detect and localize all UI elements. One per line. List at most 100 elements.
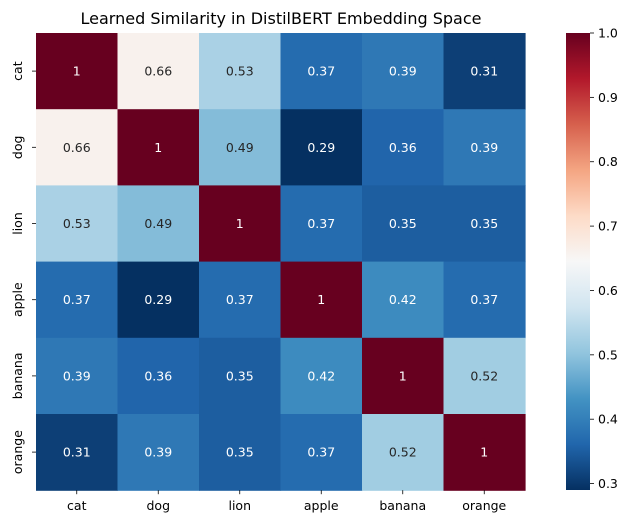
cell-orange-dog bbox=[117, 414, 200, 491]
x-tick-label: lion bbox=[228, 498, 251, 513]
annotation-cat-cat: 1 bbox=[73, 64, 81, 79]
colorbar-tick-label: 0.9 bbox=[598, 90, 618, 105]
x-tick-label: banana bbox=[379, 498, 426, 513]
cell-orange-banana bbox=[362, 414, 445, 491]
y-tick-label: cat bbox=[10, 61, 25, 81]
cell-orange-apple bbox=[280, 414, 363, 491]
annotation-dog-apple: 0.29 bbox=[307, 140, 335, 155]
x-tick-label: apple bbox=[304, 498, 339, 513]
annotation-apple-apple: 1 bbox=[317, 292, 325, 307]
colorbar: 0.3 0.4 0.5 0.6 0.7 0.8 0.9 1.0 bbox=[566, 26, 618, 491]
colorbar-tick-label: 0.7 bbox=[598, 219, 618, 234]
cell-lion-banana bbox=[362, 185, 445, 263]
colorbar-tick-label: 0.5 bbox=[598, 347, 618, 362]
cell-cat-banana bbox=[362, 33, 445, 110]
chart-title: Learned Similarity in DistilBERT Embeddi… bbox=[81, 9, 482, 28]
annotation-apple-dog: 0.29 bbox=[144, 292, 172, 307]
cell-orange-orange bbox=[443, 414, 526, 491]
cell-apple-apple bbox=[280, 261, 363, 339]
annotation-apple-banana: 0.42 bbox=[389, 292, 417, 307]
annotation-banana-apple: 0.42 bbox=[307, 368, 335, 383]
cell-dog-orange bbox=[443, 109, 526, 186]
colorbar-tick-label: 0.3 bbox=[598, 476, 618, 491]
cell-cat-orange bbox=[443, 33, 526, 110]
cell-apple-cat bbox=[36, 261, 119, 339]
cell-dog-apple bbox=[280, 109, 363, 186]
annotation-cat-lion: 0.53 bbox=[226, 64, 254, 79]
cell-annotations: 1 0.66 0.53 0.37 0.39 0.31 0.66 1 0.49 0.29 0.36 0.… bbox=[63, 64, 498, 460]
annotation-banana-cat: 0.39 bbox=[63, 368, 91, 383]
cell-dog-lion bbox=[199, 109, 282, 186]
annotation-banana-lion: 0.35 bbox=[226, 368, 254, 383]
annotation-orange-cat: 0.31 bbox=[63, 445, 91, 460]
annotation-lion-lion: 1 bbox=[236, 216, 244, 231]
annotation-cat-apple: 0.37 bbox=[307, 64, 335, 79]
y-axis: cat dog lion apple banana orange bbox=[10, 61, 36, 474]
cell-lion-orange bbox=[443, 185, 526, 263]
cell-apple-lion bbox=[199, 261, 282, 339]
cell-orange-lion bbox=[199, 414, 282, 491]
x-tick-label: orange bbox=[462, 498, 506, 513]
cell-apple-dog bbox=[117, 261, 200, 339]
annotation-cat-banana: 0.39 bbox=[389, 64, 417, 79]
y-tick-label: lion bbox=[10, 212, 25, 235]
cell-apple-orange bbox=[443, 261, 526, 339]
annotation-banana-banana: 1 bbox=[399, 368, 407, 383]
y-tick-label: orange bbox=[10, 430, 25, 474]
annotation-apple-orange: 0.37 bbox=[470, 292, 498, 307]
annotation-cat-dog: 0.66 bbox=[144, 64, 172, 79]
cell-cat-apple bbox=[280, 33, 363, 110]
cell-lion-dog bbox=[117, 185, 200, 263]
cell-dog-banana bbox=[362, 109, 445, 186]
cell-banana-dog bbox=[117, 337, 200, 415]
cell-lion-apple bbox=[280, 185, 363, 263]
cell-dog-dog bbox=[117, 109, 200, 186]
annotation-banana-orange: 0.52 bbox=[470, 368, 498, 383]
cell-banana-orange bbox=[443, 337, 526, 415]
y-tick-label: dog bbox=[10, 136, 25, 160]
annotation-banana-dog: 0.36 bbox=[144, 368, 172, 383]
colorbar-gradient bbox=[566, 33, 590, 490]
annotation-dog-orange: 0.39 bbox=[470, 140, 498, 155]
annotation-apple-lion: 0.37 bbox=[226, 292, 254, 307]
colorbar-tick-label: 0.8 bbox=[598, 154, 618, 169]
colorbar-tick-label: 1.0 bbox=[598, 26, 618, 41]
colorbar-tick-label: 0.4 bbox=[598, 412, 618, 427]
annotation-apple-cat: 0.37 bbox=[63, 292, 91, 307]
annotation-dog-cat: 0.66 bbox=[63, 140, 91, 155]
annotation-orange-banana: 0.52 bbox=[389, 445, 417, 460]
annotation-lion-dog: 0.49 bbox=[144, 216, 172, 231]
annotation-orange-apple: 0.37 bbox=[307, 445, 335, 460]
cell-banana-banana bbox=[362, 337, 445, 415]
annotation-dog-dog: 1 bbox=[154, 140, 162, 155]
cell-cat-cat bbox=[36, 33, 119, 110]
annotation-lion-orange: 0.35 bbox=[470, 216, 498, 231]
y-tick-label: apple bbox=[10, 282, 25, 317]
cell-apple-banana bbox=[362, 261, 445, 339]
cell-lion-lion bbox=[199, 185, 282, 263]
annotation-cat-orange: 0.31 bbox=[470, 64, 498, 79]
cell-banana-apple bbox=[280, 337, 363, 415]
cell-banana-cat bbox=[36, 337, 119, 415]
annotation-lion-banana: 0.35 bbox=[389, 216, 417, 231]
x-tick-label: dog bbox=[146, 498, 170, 513]
cell-cat-dog bbox=[117, 33, 200, 110]
annotation-lion-cat: 0.53 bbox=[63, 216, 91, 231]
colorbar-tick-label: 0.6 bbox=[598, 283, 618, 298]
cell-dog-cat bbox=[36, 109, 119, 186]
annotation-dog-banana: 0.36 bbox=[389, 140, 417, 155]
annotation-orange-dog: 0.39 bbox=[144, 445, 172, 460]
annotation-orange-lion: 0.35 bbox=[226, 445, 254, 460]
cell-orange-cat bbox=[36, 414, 119, 491]
x-axis: cat dog lion apple banana orange bbox=[67, 490, 507, 513]
x-tick-label: cat bbox=[67, 498, 87, 513]
annotation-dog-lion: 0.49 bbox=[226, 140, 254, 155]
annotation-lion-apple: 0.37 bbox=[307, 216, 335, 231]
annotation-orange-orange: 1 bbox=[480, 445, 488, 460]
cell-cat-lion bbox=[199, 33, 282, 110]
cell-banana-lion bbox=[199, 337, 282, 415]
heatmap-cells bbox=[36, 33, 526, 491]
y-tick-label: banana bbox=[10, 353, 25, 400]
cell-lion-cat bbox=[36, 185, 119, 263]
